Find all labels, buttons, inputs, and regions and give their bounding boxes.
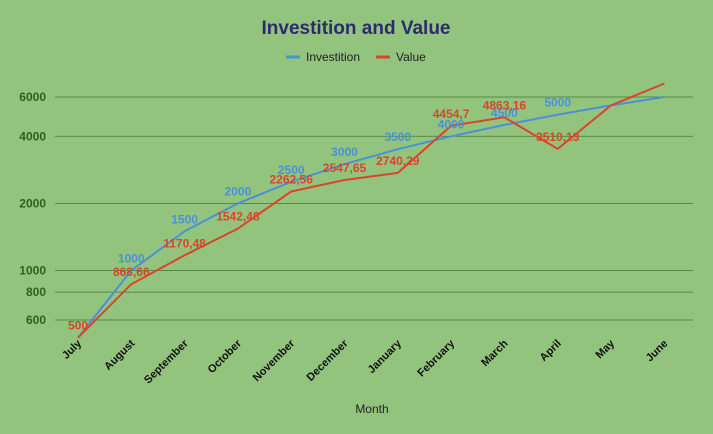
y-tick-label: 600 xyxy=(26,313,46,327)
x-tick-label: September xyxy=(142,337,191,386)
data-label-investition: 4000 xyxy=(438,117,465,131)
legend: Investition Value xyxy=(286,50,426,64)
y-tick-label: 4000 xyxy=(19,129,46,143)
x-tick-label: July xyxy=(60,337,85,362)
y-axis-ticks: 600 800 1000 2000 4000 6000 xyxy=(19,90,46,327)
x-tick-label: October xyxy=(206,337,245,376)
legend-label-investition: Investition xyxy=(306,50,360,64)
x-axis-title: Month xyxy=(355,402,388,416)
data-label-investition: 3000 xyxy=(331,145,358,159)
data-label-value: 4863,16 xyxy=(483,98,527,112)
data-labels: 1000 1500 2000 2500 3000 3500 4000 4500 5000 500 8… xyxy=(68,96,580,333)
x-tick-label: January xyxy=(366,337,405,376)
x-tick-label: April xyxy=(538,338,564,364)
data-label-value: 500 xyxy=(68,319,88,333)
x-tick-label: November xyxy=(251,337,298,384)
x-tick-label: March xyxy=(479,337,511,369)
y-tick-label: 6000 xyxy=(19,90,46,104)
data-label-investition: 5000 xyxy=(544,96,571,110)
data-label-value: 868,66 xyxy=(113,265,150,279)
data-label-value: 4454,7 xyxy=(433,107,470,121)
legend-label-value: Value xyxy=(396,50,426,64)
data-label-investition: 2000 xyxy=(225,184,252,198)
chart-title: Investition and Value xyxy=(262,18,451,39)
data-label-investition: 2500 xyxy=(278,163,305,177)
series-line-investition xyxy=(77,96,665,339)
x-tick-label: August xyxy=(102,337,138,373)
x-axis-ticks: July August September October November Decemb… xyxy=(60,337,670,386)
x-tick-label: February xyxy=(415,337,457,379)
data-label-value: 1542,48 xyxy=(216,210,260,224)
y-tick-label: 2000 xyxy=(19,196,46,210)
data-label-investition: 3500 xyxy=(384,130,411,144)
gridlines xyxy=(55,96,693,321)
x-tick-label: June xyxy=(644,338,671,365)
data-label-investition: 1000 xyxy=(118,252,145,266)
y-tick-label: 800 xyxy=(26,285,46,299)
data-label-value: 1170,48 xyxy=(163,236,206,250)
series-line-value xyxy=(77,82,665,339)
data-label-investition: 4500 xyxy=(491,106,518,120)
data-label-value: 3510,13 xyxy=(536,130,580,144)
data-label-value: 2547,65 xyxy=(323,161,367,175)
x-tick-label: May xyxy=(593,337,617,361)
y-tick-label: 1000 xyxy=(19,264,46,278)
series-lines xyxy=(77,82,665,339)
data-label-investition: 1500 xyxy=(171,212,198,226)
data-label-value: 2740,29 xyxy=(376,154,420,168)
x-tick-label: December xyxy=(305,337,352,384)
data-label-value: 2262,56 xyxy=(270,172,314,186)
